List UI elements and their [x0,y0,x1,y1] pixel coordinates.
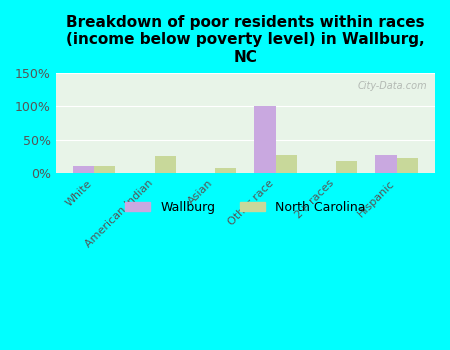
Title: Breakdown of poor residents within races
(income below poverty level) in Wallbur: Breakdown of poor residents within races… [66,15,425,65]
Bar [254,106,275,173]
Bar [155,156,176,173]
Bar [336,161,357,173]
Bar [275,155,297,173]
Bar [215,168,236,173]
Legend: Wallburg, North Carolina: Wallburg, North Carolina [120,196,371,219]
Bar [375,155,396,173]
Text: City-Data.com: City-Data.com [358,81,427,91]
Bar [73,167,94,173]
Bar [396,158,418,173]
Bar [94,166,115,173]
